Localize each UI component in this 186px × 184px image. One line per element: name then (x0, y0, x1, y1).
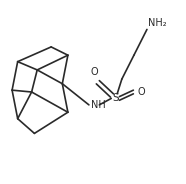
Text: NH: NH (91, 100, 106, 110)
Text: O: O (90, 67, 98, 77)
Text: S: S (112, 93, 119, 103)
Text: O: O (137, 87, 145, 97)
Text: NH₂: NH₂ (148, 18, 167, 28)
